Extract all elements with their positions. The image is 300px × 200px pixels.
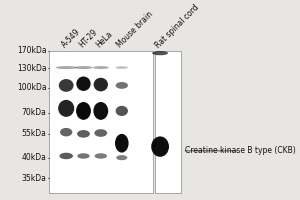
Text: Creatine kinase B type (CKB): Creatine kinase B type (CKB) xyxy=(185,146,296,155)
Ellipse shape xyxy=(76,102,91,120)
Ellipse shape xyxy=(60,128,72,136)
Text: A-549: A-549 xyxy=(60,27,82,50)
Ellipse shape xyxy=(151,136,169,157)
Text: 170kDa: 170kDa xyxy=(17,46,46,55)
Text: 55kDa: 55kDa xyxy=(22,129,46,138)
Ellipse shape xyxy=(77,130,90,138)
Text: Mouse brain: Mouse brain xyxy=(116,10,155,50)
Text: 130kDa: 130kDa xyxy=(17,64,46,73)
Bar xyxy=(49,51,153,193)
Ellipse shape xyxy=(116,106,128,116)
Text: Rat spinal cord: Rat spinal cord xyxy=(154,3,201,50)
Text: 40kDa: 40kDa xyxy=(22,153,46,162)
Ellipse shape xyxy=(152,51,168,55)
Ellipse shape xyxy=(116,66,128,69)
Text: HeLa: HeLa xyxy=(94,30,115,50)
Ellipse shape xyxy=(59,153,73,159)
Bar xyxy=(155,51,181,193)
Ellipse shape xyxy=(94,78,108,91)
Ellipse shape xyxy=(77,153,90,159)
Text: 100kDa: 100kDa xyxy=(17,83,46,92)
Ellipse shape xyxy=(93,66,109,69)
Ellipse shape xyxy=(56,66,77,69)
Ellipse shape xyxy=(94,153,107,159)
Ellipse shape xyxy=(74,66,93,69)
Ellipse shape xyxy=(93,102,108,120)
Ellipse shape xyxy=(76,76,91,91)
Ellipse shape xyxy=(59,79,74,92)
Text: HT-29: HT-29 xyxy=(77,28,99,50)
Text: 70kDa: 70kDa xyxy=(22,108,46,117)
Ellipse shape xyxy=(115,134,129,153)
Ellipse shape xyxy=(94,129,107,137)
Ellipse shape xyxy=(116,82,128,89)
Ellipse shape xyxy=(116,155,128,160)
Ellipse shape xyxy=(58,100,74,117)
Text: 35kDa: 35kDa xyxy=(22,174,46,183)
